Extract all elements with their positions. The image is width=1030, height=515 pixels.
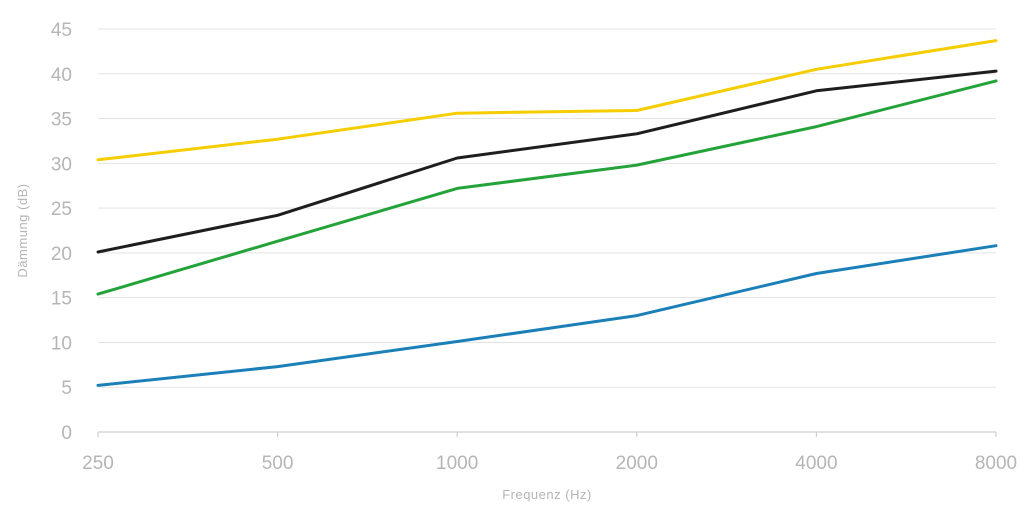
x-axis-title: Frequenz (Hz) — [502, 487, 592, 502]
x-tick-label: 1000 — [436, 453, 478, 474]
series-line-2 — [96, 69, 998, 254]
series-line-1 — [96, 39, 998, 162]
y-tick-label: 40 — [51, 65, 72, 86]
y-tick-label: 0 — [61, 423, 72, 444]
y-axis-title: Dämmung (dB) — [15, 183, 30, 277]
y-tick-label: 30 — [51, 154, 72, 175]
x-tick-label: 250 — [82, 453, 114, 474]
series-lines — [96, 39, 998, 387]
y-tick-label: 25 — [51, 199, 72, 220]
y-axis-ticks: 0 5 10 15 20 25 30 35 40 45 — [51, 20, 72, 444]
series-line-4 — [96, 244, 998, 387]
grid — [98, 28, 996, 433]
x-tick-label: 2000 — [616, 453, 658, 474]
x-tick-label: 500 — [262, 453, 294, 474]
y-tick-label: 15 — [51, 289, 72, 310]
series-line-3 — [96, 79, 998, 296]
y-tick-label: 45 — [51, 20, 72, 41]
x-tick-label: 8000 — [975, 453, 1017, 474]
x-tick-label: 4000 — [795, 453, 837, 474]
y-tick-label: 10 — [51, 333, 72, 354]
y-tick-label: 20 — [51, 244, 72, 265]
y-tick-label: 5 — [61, 378, 72, 399]
y-tick-label: 35 — [51, 110, 72, 131]
x-axis-ticks: 250 500 1000 2000 4000 8000 — [82, 432, 1017, 474]
